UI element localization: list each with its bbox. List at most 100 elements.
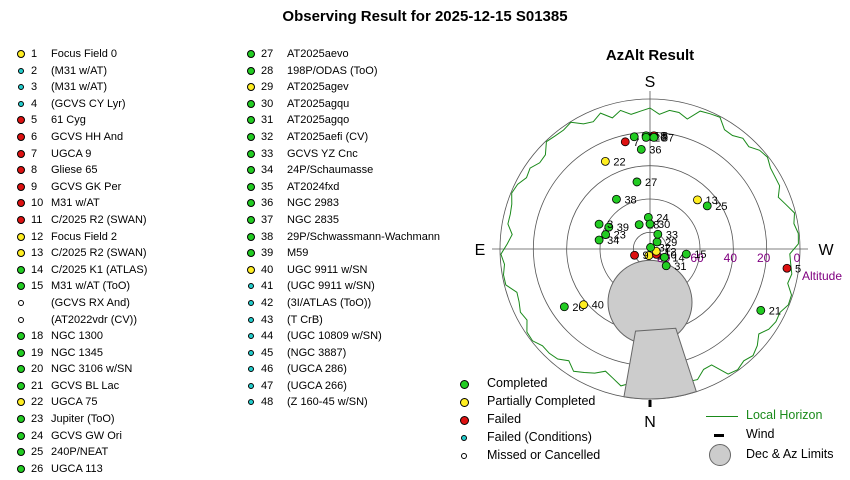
target-list-item: 33 GCVS YZ Cnc — [247, 146, 462, 163]
target-list-item: 10 M31 w/AT — [17, 195, 242, 212]
target-name: 198P/ODAS (ToO) — [287, 64, 378, 77]
target-point — [612, 194, 621, 204]
target-list-item: 6 GCVS HH And — [17, 129, 242, 146]
target-point — [702, 201, 712, 211]
target-list-right: 27 AT2025aevo 28 198P/ODAS (ToO) 29 AT2025age… — [247, 46, 462, 411]
altitude-tick-label: 0 — [794, 251, 801, 265]
target-list-item: 36 NGC 2983 — [247, 195, 462, 212]
target-number: 36 — [261, 197, 274, 210]
target-name: GCVS GK Per — [51, 180, 122, 193]
target-number: 41 — [261, 280, 274, 293]
target-number: 46 — [261, 363, 274, 376]
target-point — [693, 195, 702, 205]
target-name: AT2025aevo — [287, 48, 349, 60]
completed-status-dot-icon — [17, 431, 25, 440]
target-list-item: 44 (UGC 10809 w/SN) — [247, 328, 462, 345]
failed-status-dot-icon — [17, 166, 25, 175]
completed-dot-icon — [460, 380, 469, 389]
target-point — [559, 302, 569, 312]
completed-status-dot-icon — [247, 166, 255, 175]
target-list-item: 19 NGC 1345 — [17, 345, 242, 362]
completed-status-dot-icon — [247, 249, 255, 258]
target-number: 29 — [261, 81, 274, 94]
target-list-item: 30 AT2025agqu — [247, 96, 462, 113]
target-list-item: 41 (UGC 9911 w/SN) — [247, 278, 462, 295]
az-limit-sector — [623, 327, 697, 400]
completed-status-dot-icon — [17, 448, 25, 457]
direction-north: N — [644, 414, 656, 431]
missed-status-dot-icon — [18, 299, 24, 306]
target-name: (Z 160-45 w/SN) — [287, 396, 368, 409]
target-number: 7 — [31, 147, 38, 160]
target-number: 44 — [261, 330, 274, 343]
completed-status-dot-icon — [17, 415, 25, 424]
target-name: AT2025agqo — [287, 114, 350, 127]
target-list-item: 37 NGC 2835 — [247, 212, 462, 229]
altitude-tick-label: 20 — [757, 251, 771, 265]
target-point — [629, 132, 639, 142]
target-number: 35 — [261, 180, 274, 193]
target-point-label: 39 — [617, 222, 629, 234]
target-list-item: 4 (GCVS CY Lyr) — [17, 96, 242, 113]
target-number: 28 — [261, 64, 274, 77]
target-number: 39 — [261, 247, 274, 260]
local-horizon-line — [500, 107, 799, 389]
target-list-item: 21 GCVS BL Lac — [17, 378, 242, 395]
target-list-item: (GCVS RX And) — [17, 295, 242, 312]
target-list-item: 8 Gliese 65 — [17, 162, 242, 179]
target-name: M31 w/AT — [51, 197, 100, 210]
completed-status-dot-icon — [247, 116, 255, 125]
target-number: 37 — [261, 213, 274, 226]
target-name: AT2025agqu — [287, 97, 350, 110]
target-list-item: 28 198P/ODAS (ToO) — [247, 63, 462, 80]
target-point — [579, 300, 589, 310]
target-list-item: 20 NGC 3106 w/SN — [17, 361, 242, 378]
failed-status-dot-icon — [17, 149, 25, 158]
completed-status-dot-icon — [17, 348, 25, 357]
target-point-label: 40 — [592, 300, 604, 312]
target-point — [756, 306, 766, 315]
target-name: M31 w/AT (ToO) — [51, 280, 131, 293]
target-name: (M31 w/AT) — [51, 81, 108, 94]
target-point-label: 22 — [613, 156, 625, 168]
target-point — [782, 263, 792, 273]
target-point — [601, 230, 611, 239]
target-point-label: 9 — [643, 250, 649, 262]
target-name: (AT2022vdr (CV)) — [51, 313, 137, 326]
target-point-label: 38 — [624, 194, 636, 206]
target-point — [594, 219, 604, 229]
partial-status-dot-icon — [17, 232, 25, 241]
completed-status-dot-icon — [17, 365, 25, 374]
target-number: 25 — [31, 446, 44, 459]
target-point — [636, 144, 646, 154]
completed-status-dot-icon — [247, 50, 255, 58]
target-number: 9 — [31, 180, 38, 193]
target-number: 8 — [31, 164, 38, 177]
conditions-status-dot-icon — [248, 316, 254, 323]
target-number: 3 — [31, 81, 38, 94]
target-number: 26 — [31, 462, 44, 475]
target-list-item: 2 (M31 w/AT) — [17, 63, 242, 80]
target-point — [594, 235, 604, 245]
target-list-item: 27 AT2025aevo — [247, 46, 462, 63]
target-point-label: 29 — [665, 237, 677, 249]
horizon-line-icon — [706, 416, 738, 417]
target-point — [653, 229, 663, 239]
target-point-label: 14 — [672, 252, 684, 264]
altitude-tick-label: 60 — [690, 251, 704, 265]
target-point — [630, 250, 639, 260]
target-name: 61 Cyg — [51, 114, 86, 127]
target-number: 47 — [261, 379, 274, 392]
target-point-label: 24 — [656, 212, 668, 224]
target-number: 40 — [261, 263, 274, 276]
target-name: (T CrB) — [287, 313, 323, 326]
completed-status-dot-icon — [247, 66, 255, 75]
target-list-item: 11 C/2025 R2 (SWAN) — [17, 212, 242, 229]
failed-dot-icon — [460, 416, 469, 425]
target-point — [649, 133, 659, 142]
target-point — [661, 261, 671, 271]
completed-status-dot-icon — [247, 132, 255, 141]
target-name: Gliese 65 — [51, 164, 98, 177]
target-number: 42 — [261, 296, 274, 309]
target-name: UGCA 75 — [51, 396, 98, 409]
